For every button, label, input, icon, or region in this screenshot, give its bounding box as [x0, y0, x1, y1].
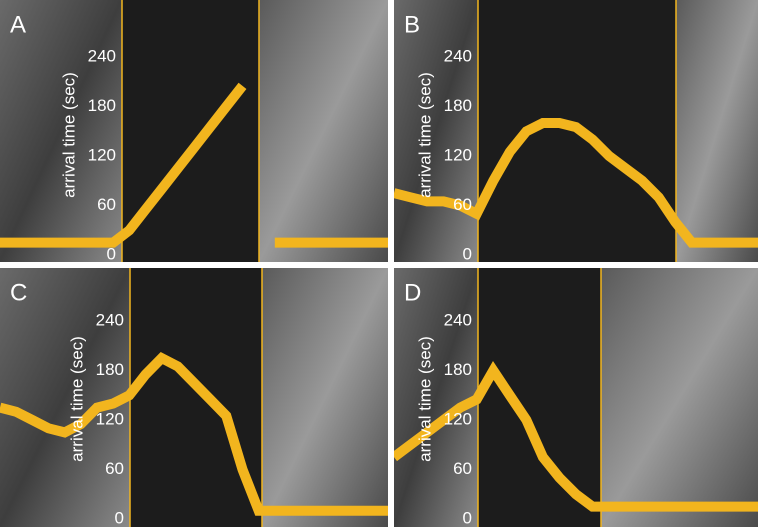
- image-right: [676, 0, 758, 262]
- image-right: [601, 268, 758, 527]
- y-tick-label: 60: [453, 195, 472, 214]
- y-tick-label: 0: [107, 244, 116, 263]
- y-tick-label: 120: [444, 145, 472, 164]
- panel: 0 60 120 180 240 arrival time (sec) B: [394, 0, 758, 263]
- y-axis-label: arrival time (sec): [415, 72, 434, 198]
- panel-label: D: [404, 279, 421, 306]
- panel-label: B: [404, 11, 420, 38]
- image-left: [394, 268, 478, 527]
- y-axis-label: arrival time (sec): [415, 336, 434, 462]
- y-tick-label: 60: [97, 195, 116, 214]
- y-tick-label: 240: [96, 310, 124, 329]
- image-right: [259, 0, 388, 262]
- y-tick-label: 180: [88, 96, 116, 115]
- data-line: [394, 361, 758, 512]
- image-middle: [478, 268, 601, 527]
- panel: 0 60 120 180 240 arrival time (sec) C: [0, 268, 388, 527]
- y-tick-label: 240: [88, 46, 116, 65]
- panel: 0 60 120 180 240 arrival time (sec) D: [394, 268, 758, 527]
- image-middle: [122, 0, 259, 262]
- y-tick-label: 0: [115, 508, 124, 527]
- y-tick-label: 240: [444, 310, 472, 329]
- y-tick-label: 120: [88, 145, 116, 164]
- data-line: [0, 351, 388, 516]
- y-tick-label: 180: [444, 96, 472, 115]
- y-tick-label: 60: [453, 459, 472, 478]
- image-middle: [130, 268, 262, 527]
- y-tick-label: 120: [444, 409, 472, 428]
- y-tick-label: 180: [444, 360, 472, 379]
- y-axis-label: arrival time (sec): [59, 72, 78, 198]
- image-left: [0, 268, 130, 527]
- y-tick-label: 0: [463, 508, 472, 527]
- image-left: [0, 0, 122, 262]
- y-tick-label: 120: [96, 409, 124, 428]
- panel-label: C: [10, 279, 27, 306]
- panel-label: A: [10, 11, 26, 38]
- image-right: [262, 268, 388, 527]
- panel: 0 60 120 180 240 arrival time (sec) A: [0, 0, 388, 263]
- data-line: [394, 118, 758, 248]
- data-line: [0, 82, 388, 248]
- y-tick-label: 240: [444, 46, 472, 65]
- y-tick-label: 0: [463, 244, 472, 263]
- y-axis-label: arrival time (sec): [67, 336, 86, 462]
- y-tick-label: 60: [105, 459, 124, 478]
- y-tick-label: 180: [96, 360, 124, 379]
- image-left: [394, 0, 478, 262]
